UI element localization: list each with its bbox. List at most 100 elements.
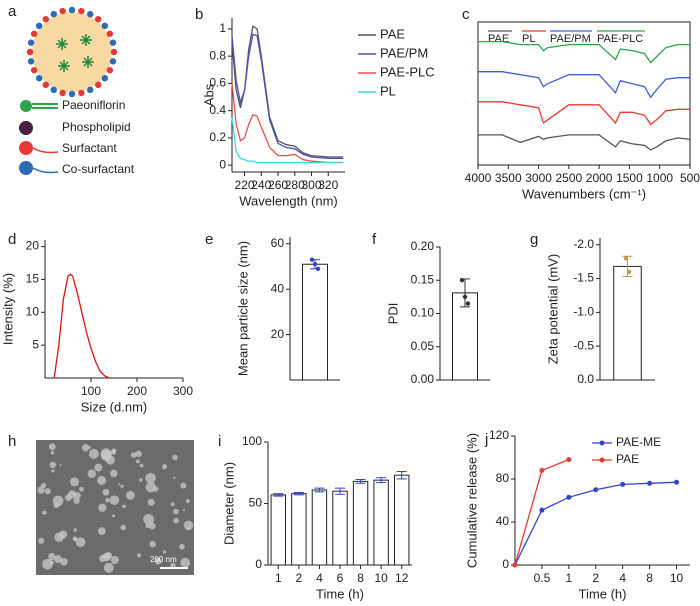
- point: [539, 507, 545, 513]
- x-tick-label: 500: [680, 171, 700, 185]
- particle: [94, 463, 103, 472]
- panel-label: g: [530, 231, 538, 248]
- particle: [135, 459, 140, 464]
- shell-head: [50, 10, 57, 18]
- y-axis-label: Zeta potential (mV): [545, 254, 560, 365]
- particle: [42, 510, 47, 515]
- particle: [105, 498, 110, 503]
- point: [593, 487, 599, 493]
- shell-head: [50, 86, 57, 94]
- point: [566, 457, 572, 463]
- particle: [180, 557, 191, 568]
- y-tick-label: 5: [32, 337, 39, 351]
- x-tick-label: 220: [235, 178, 255, 192]
- bar: [373, 479, 389, 566]
- shell-head: [42, 81, 50, 89]
- shell-head: [30, 67, 38, 74]
- sem-particles: [37, 443, 194, 573]
- shell-head: [110, 48, 118, 56]
- legend-label: PAE: [380, 26, 405, 41]
- particle: [69, 477, 80, 487]
- bar: [291, 493, 307, 566]
- y-tick-label: 0.6: [209, 76, 226, 90]
- micelle-shell: [26, 6, 118, 98]
- x-tick-label: 200: [127, 384, 147, 398]
- y-tick-label: 80: [496, 471, 510, 485]
- x-tick-label: 6: [337, 571, 344, 585]
- shell-head: [59, 89, 66, 97]
- shell-head: [78, 7, 85, 15]
- micrograph: h 200 nm: [8, 433, 194, 575]
- legend-marker: [599, 457, 605, 463]
- x-tick-label: 100: [81, 384, 101, 398]
- y-axis-label: PDI: [385, 303, 400, 325]
- x-tick-label: 260: [268, 178, 288, 192]
- y-axis-label: Abs: [201, 83, 216, 106]
- y-tick-label: -0.5: [573, 338, 594, 352]
- y-tick-label: -1.0: [573, 305, 594, 319]
- particle: [118, 483, 121, 486]
- particle: [49, 560, 55, 565]
- y-tick-label: 120: [489, 428, 509, 442]
- particle: [130, 452, 137, 458]
- shell-head: [35, 74, 43, 82]
- x-tick-label: 8: [646, 571, 653, 585]
- particle: [173, 517, 179, 524]
- particle: [49, 461, 56, 469]
- legend-label: PL: [380, 83, 396, 98]
- y-tick-label: 0.20: [411, 239, 435, 253]
- legend-label: PAE/PM: [380, 45, 428, 60]
- particle: [102, 488, 110, 496]
- y-tick-label: 50: [249, 496, 263, 510]
- particle: [98, 503, 107, 512]
- particle: [161, 464, 168, 470]
- panel-label: c: [462, 6, 470, 23]
- x-tick-label: 1: [566, 571, 573, 585]
- shell-head: [68, 90, 76, 98]
- point: [674, 479, 680, 485]
- x-tick-label: 2: [296, 571, 303, 585]
- particle: [143, 513, 154, 525]
- x-axis-label: Time (h): [316, 586, 364, 601]
- bar: [394, 474, 410, 566]
- particle: [38, 537, 45, 544]
- particle: [135, 450, 142, 458]
- x-axis-label: Wavenumbers (cm⁻¹): [522, 186, 646, 201]
- x-tick-label: 1500: [616, 171, 643, 185]
- data-point: [465, 301, 471, 306]
- micelle: [32, 12, 112, 92]
- legend-label: Paeoniflorin: [62, 98, 125, 112]
- data-point: [462, 294, 468, 300]
- series-line: [53, 273, 110, 379]
- y-tick-label: -2.0: [573, 237, 594, 251]
- shell-head: [106, 30, 114, 37]
- particle: [103, 562, 114, 573]
- x-tick-label: 10: [670, 571, 684, 585]
- data-point: [315, 266, 321, 271]
- panel-label: f: [372, 231, 377, 248]
- particle: [149, 540, 156, 548]
- x-tick-label: 240: [251, 178, 271, 192]
- point: [620, 481, 626, 487]
- particle: [183, 520, 194, 531]
- particle: [72, 536, 78, 542]
- legend-marker: [599, 440, 605, 446]
- particle: [73, 528, 77, 532]
- particle: [37, 486, 45, 494]
- series-line: [478, 134, 691, 151]
- particle: [99, 554, 107, 563]
- particle: [100, 448, 112, 460]
- y-tick-label: 40: [496, 514, 510, 528]
- panel-label: j: [484, 431, 488, 448]
- bar: [311, 489, 328, 566]
- particle: [109, 495, 120, 505]
- panel-label: h: [8, 433, 16, 450]
- shell-head: [27, 39, 35, 46]
- particle: [147, 498, 155, 506]
- series-line: [231, 25, 344, 158]
- legend-label: Co-surfactant: [62, 162, 135, 176]
- particle: [139, 463, 144, 468]
- shell-head: [30, 30, 38, 37]
- x-tick-label: 8: [357, 571, 364, 585]
- particle: [54, 532, 64, 543]
